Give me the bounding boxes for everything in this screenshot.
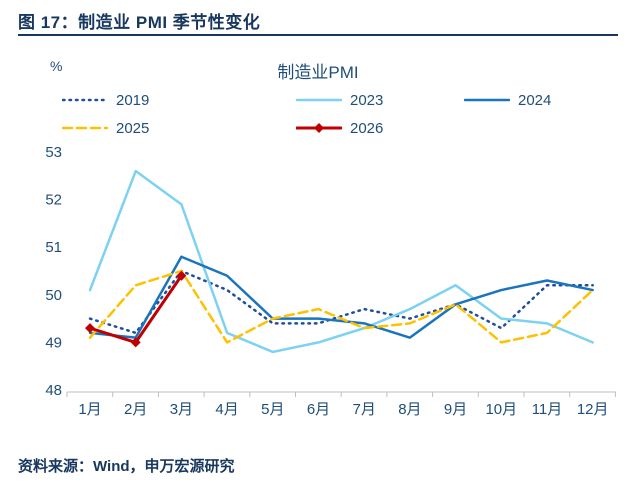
y-tick-label: 51 xyxy=(45,239,62,256)
x-tick-label: 11月 xyxy=(532,401,563,418)
y-tick-label: 49 xyxy=(45,334,62,351)
legend-swatch-2023 xyxy=(296,98,342,102)
chart-title: 制造业PMI xyxy=(277,63,359,82)
x-tick-label: 10月 xyxy=(485,401,517,418)
y-tick-label: 50 xyxy=(45,287,62,304)
y-tick-label: 53 xyxy=(45,144,62,161)
series-line-2024 xyxy=(88,255,594,339)
legend-swatch-2019 xyxy=(62,98,108,102)
x-tick-label: 9月 xyxy=(444,401,467,418)
legend-swatch-2026 xyxy=(296,123,342,133)
diamond-marker-2026 xyxy=(85,323,95,334)
legend-item-2019: 2019 xyxy=(62,91,150,109)
legend-label-2023: 2023 xyxy=(350,91,384,109)
x-tick-label: 6月 xyxy=(307,401,330,418)
diamond-marker-2026 xyxy=(176,270,187,281)
x-tick-label: 3月 xyxy=(170,401,193,418)
legend-item-2023: 2023 xyxy=(296,91,384,109)
legend-item-2026: 2026 xyxy=(296,119,384,137)
y-tick-label: 48 xyxy=(45,382,62,399)
x-tick-label: 4月 xyxy=(215,401,238,418)
legend-item-2024: 2024 xyxy=(464,91,552,109)
y-axis-unit-label: % xyxy=(50,58,63,74)
x-tick-label: 8月 xyxy=(398,401,421,418)
x-tick-label: 2月 xyxy=(124,401,147,418)
series-line-2019 xyxy=(88,269,594,335)
diamond-marker-2026 xyxy=(130,337,141,348)
legend-label-2025: 2025 xyxy=(116,119,150,137)
legend-label-2019: 2019 xyxy=(116,91,150,109)
x-tick-label: 7月 xyxy=(353,401,376,418)
legend-swatch-2025 xyxy=(62,126,108,130)
title-divider xyxy=(18,34,618,36)
figure-title: 图 17：制造业 PMI 季节性变化 xyxy=(18,13,261,32)
x-tick-label: 5月 xyxy=(261,401,284,418)
legend-label-2026: 2026 xyxy=(350,119,384,137)
source-note: 资料来源：Wind，申万宏源研究 xyxy=(18,458,235,475)
x-tick-label: 12月 xyxy=(577,401,609,418)
series-line-2025 xyxy=(88,269,594,344)
legend-diamond-icon xyxy=(314,123,324,133)
series-line-2023 xyxy=(88,169,594,354)
x-tick-label: 1月 xyxy=(78,401,101,418)
legend-label-2024: 2024 xyxy=(518,91,552,109)
legend-swatch-2024 xyxy=(464,98,510,102)
legend-item-2025: 2025 xyxy=(62,119,150,137)
y-tick-label: 52 xyxy=(45,192,62,209)
